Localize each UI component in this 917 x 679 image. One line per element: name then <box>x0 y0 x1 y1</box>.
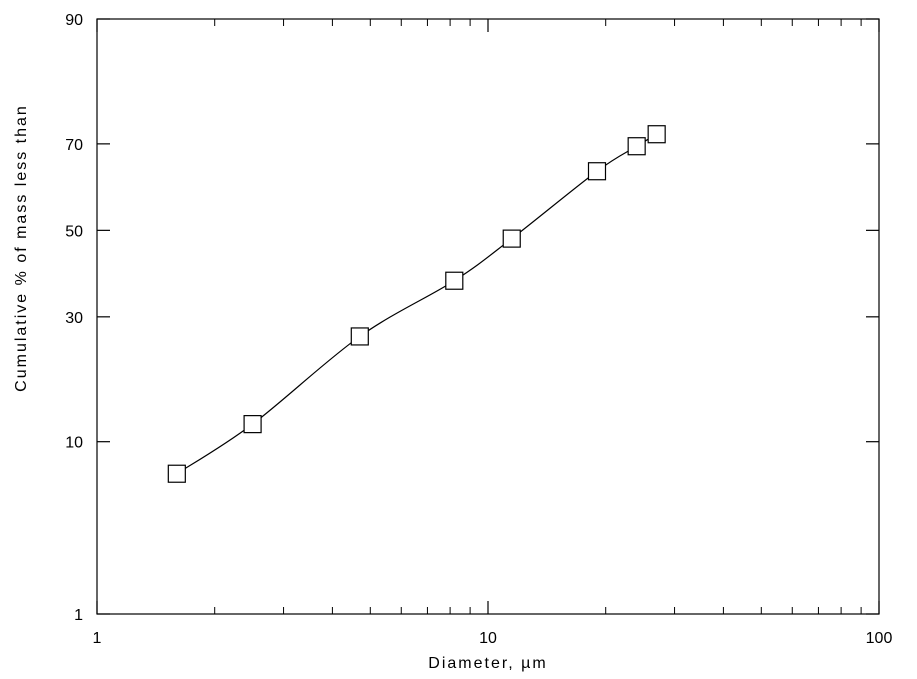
y-tick-label: 10 <box>65 435 83 452</box>
y-tick-label: 30 <box>65 310 83 327</box>
data-point <box>350 327 369 346</box>
x-axis-ticks <box>96 19 880 614</box>
plot-frame <box>96 18 880 615</box>
y-axis-ticks <box>97 18 879 615</box>
data-point <box>167 464 186 483</box>
y-tick-label: 90 <box>65 12 83 29</box>
x-axis-title: Diameter, µm <box>428 655 547 672</box>
x-tick-label: 100 <box>866 630 893 647</box>
y-tick-label: 50 <box>65 223 83 240</box>
y-axis-tick-labels: 1 10 30 50 70 90 <box>65 12 83 624</box>
data-point <box>502 229 521 248</box>
x-tick-label: 10 <box>479 630 497 647</box>
data-point <box>445 271 464 290</box>
data-point <box>587 162 607 181</box>
y-tick-label: 1 <box>74 607 83 624</box>
x-tick-label: 1 <box>93 630 102 647</box>
data-point <box>243 415 262 434</box>
data-point <box>627 137 646 156</box>
data-markers <box>167 125 666 483</box>
y-tick-label: 70 <box>65 137 83 154</box>
y-axis-title: Cumulative % of mass less than <box>13 104 30 392</box>
data-point <box>647 125 666 144</box>
x-axis-tick-labels: 1 10 100 <box>93 630 893 647</box>
